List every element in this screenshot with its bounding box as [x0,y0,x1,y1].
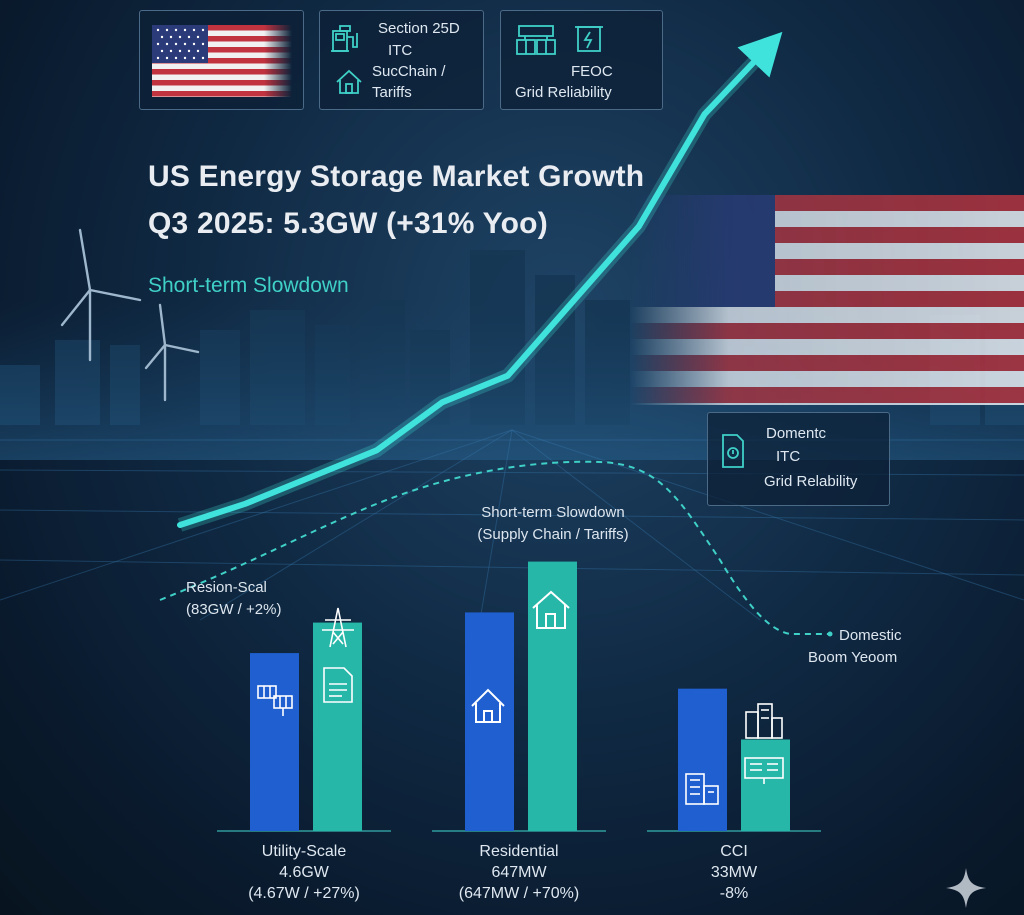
category-detail: (4.67W / +27%) [248,885,360,902]
transformer-icon [573,23,605,55]
document-badge-icon [720,433,746,469]
annotation-right: Domestic Boom Yeoom [808,625,902,669]
category-name: CCI [720,843,748,860]
policy-line3: SucChain / [372,63,446,80]
wind-turbines [60,228,200,402]
annotation-left: Resion-Scal (83GW / +2%) [186,577,281,621]
grid-line1: FEOC [571,63,613,80]
callout-line2: ITC [776,448,801,465]
category-name: Residential [479,843,559,860]
policy-line2: ITC [388,42,413,59]
us-flag-icon [152,25,292,97]
power-tower-icon [322,607,354,648]
document-icon [323,667,353,703]
ground-grid [0,429,1024,621]
annotation-right-line1: Domestic [839,627,902,644]
trend-arrowhead [737,31,783,78]
bar-cci-series-2 [741,739,790,831]
dashboard-panel-icon [744,757,784,784]
house-icon [532,590,570,629]
solar-panel-icon [257,685,293,716]
annotation-center: Short-term Slowdown (Supply Chain / Tari… [455,502,651,546]
policy-line4: Tariffs [372,84,412,101]
bar-cci-series-1 [678,688,727,831]
callout-line1: Domentc [766,425,827,442]
house-icon [471,688,505,723]
flag-box [139,10,304,110]
chart-title-metric: Q3 2025: 5.3GW (+31% Yoo) [148,207,548,240]
office-building-icon [685,773,719,805]
chart-title: US Energy Storage Market Growth [148,160,645,193]
grid-line2: Grid Reliability [515,84,612,101]
category-label-residential: Residential 647MW (647MW / +70%) [429,841,609,904]
sparkle-icon [946,868,986,908]
category-value: 4.6GW [279,864,329,881]
fuel-pump-icon [330,25,364,55]
annotation-center-line2: (Supply Chain / Tariffs) [477,526,629,543]
grid-box: FEOC Grid Reliability [500,10,663,110]
chart-subtitle: Short-term Slowdown [148,274,349,297]
bar-utility-scale-series-1 [250,653,299,831]
category-detail: -8% [719,885,749,902]
category-label-utility: Utility-Scale 4.6GW (4.67W / +27%) [214,841,394,904]
policy-line1: Section 25D [378,20,460,37]
callout-line3: Grid Relability [764,473,858,490]
trend-line [177,42,773,528]
annotation-left-line2: (83GW / +2%) [186,601,282,618]
category-value: 33MW [710,864,758,881]
city-buildings-icon [745,703,783,739]
dashed-trend-line [159,460,830,635]
category-value: 647MW [491,864,547,881]
annotation-right-line2: Boom Yeoom [808,649,898,666]
house-outline-icon [335,69,363,95]
annotation-center-line1: Short-term Slowdown [481,504,625,521]
right-callout-box: Domentc ITC Grid Relability [707,412,890,506]
category-name: Utility-Scale [261,843,347,860]
battery-rack-icon [515,23,559,57]
trend-layer [177,31,783,532]
category-detail: (647MW / +70%) [458,885,580,902]
annotation-left-line1: Resion-Scal [186,579,267,596]
category-label-cci: CCI 33MW -8% [644,841,824,904]
policy-box: Section 25D ITC SucChain / Tariffs [319,10,484,110]
bar-residential-series-2 [528,561,577,831]
bars-layer [250,561,790,831]
bar-utility-scale-series-2 [313,622,362,831]
background-flag [630,195,1024,405]
